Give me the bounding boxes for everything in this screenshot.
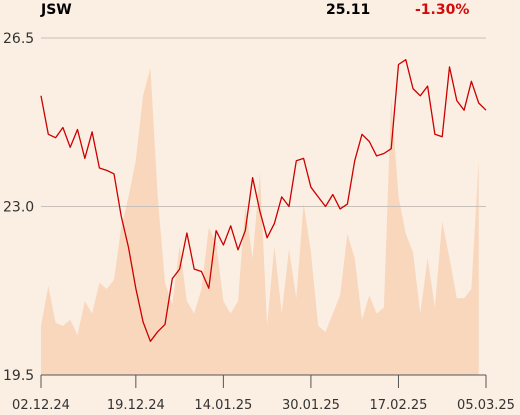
x-tick-label: 14.01.25 [194,398,252,413]
x-tick-label: 19.12.24 [107,398,165,413]
axis-layer [40,374,487,388]
ticker-symbol: JSW [41,2,72,18]
y-tick-label: 26.5 [3,31,34,47]
volume-layer [41,68,479,375]
x-tick-label: 02.12.24 [12,398,70,413]
x-tick-label: 05.03.25 [457,398,515,413]
price-line [40,59,487,342]
quote-header: JSW 25.11 -1.30% [0,0,520,24]
y-tick-label: 23.0 [3,200,34,216]
y-tick-label: 19.5 [3,368,34,384]
x-tick-label: 17.02.25 [370,398,428,413]
volume-area [41,68,479,375]
price-change-percent: -1.30% [415,2,470,18]
line-layer [40,59,487,342]
x-tick-label: 30.01.25 [282,398,340,413]
label-layer: 26.5 23.0 19.5 02.12.24 19.12.24 14.01.25 30.0… [3,31,515,413]
last-price: 25.11 [326,2,371,18]
